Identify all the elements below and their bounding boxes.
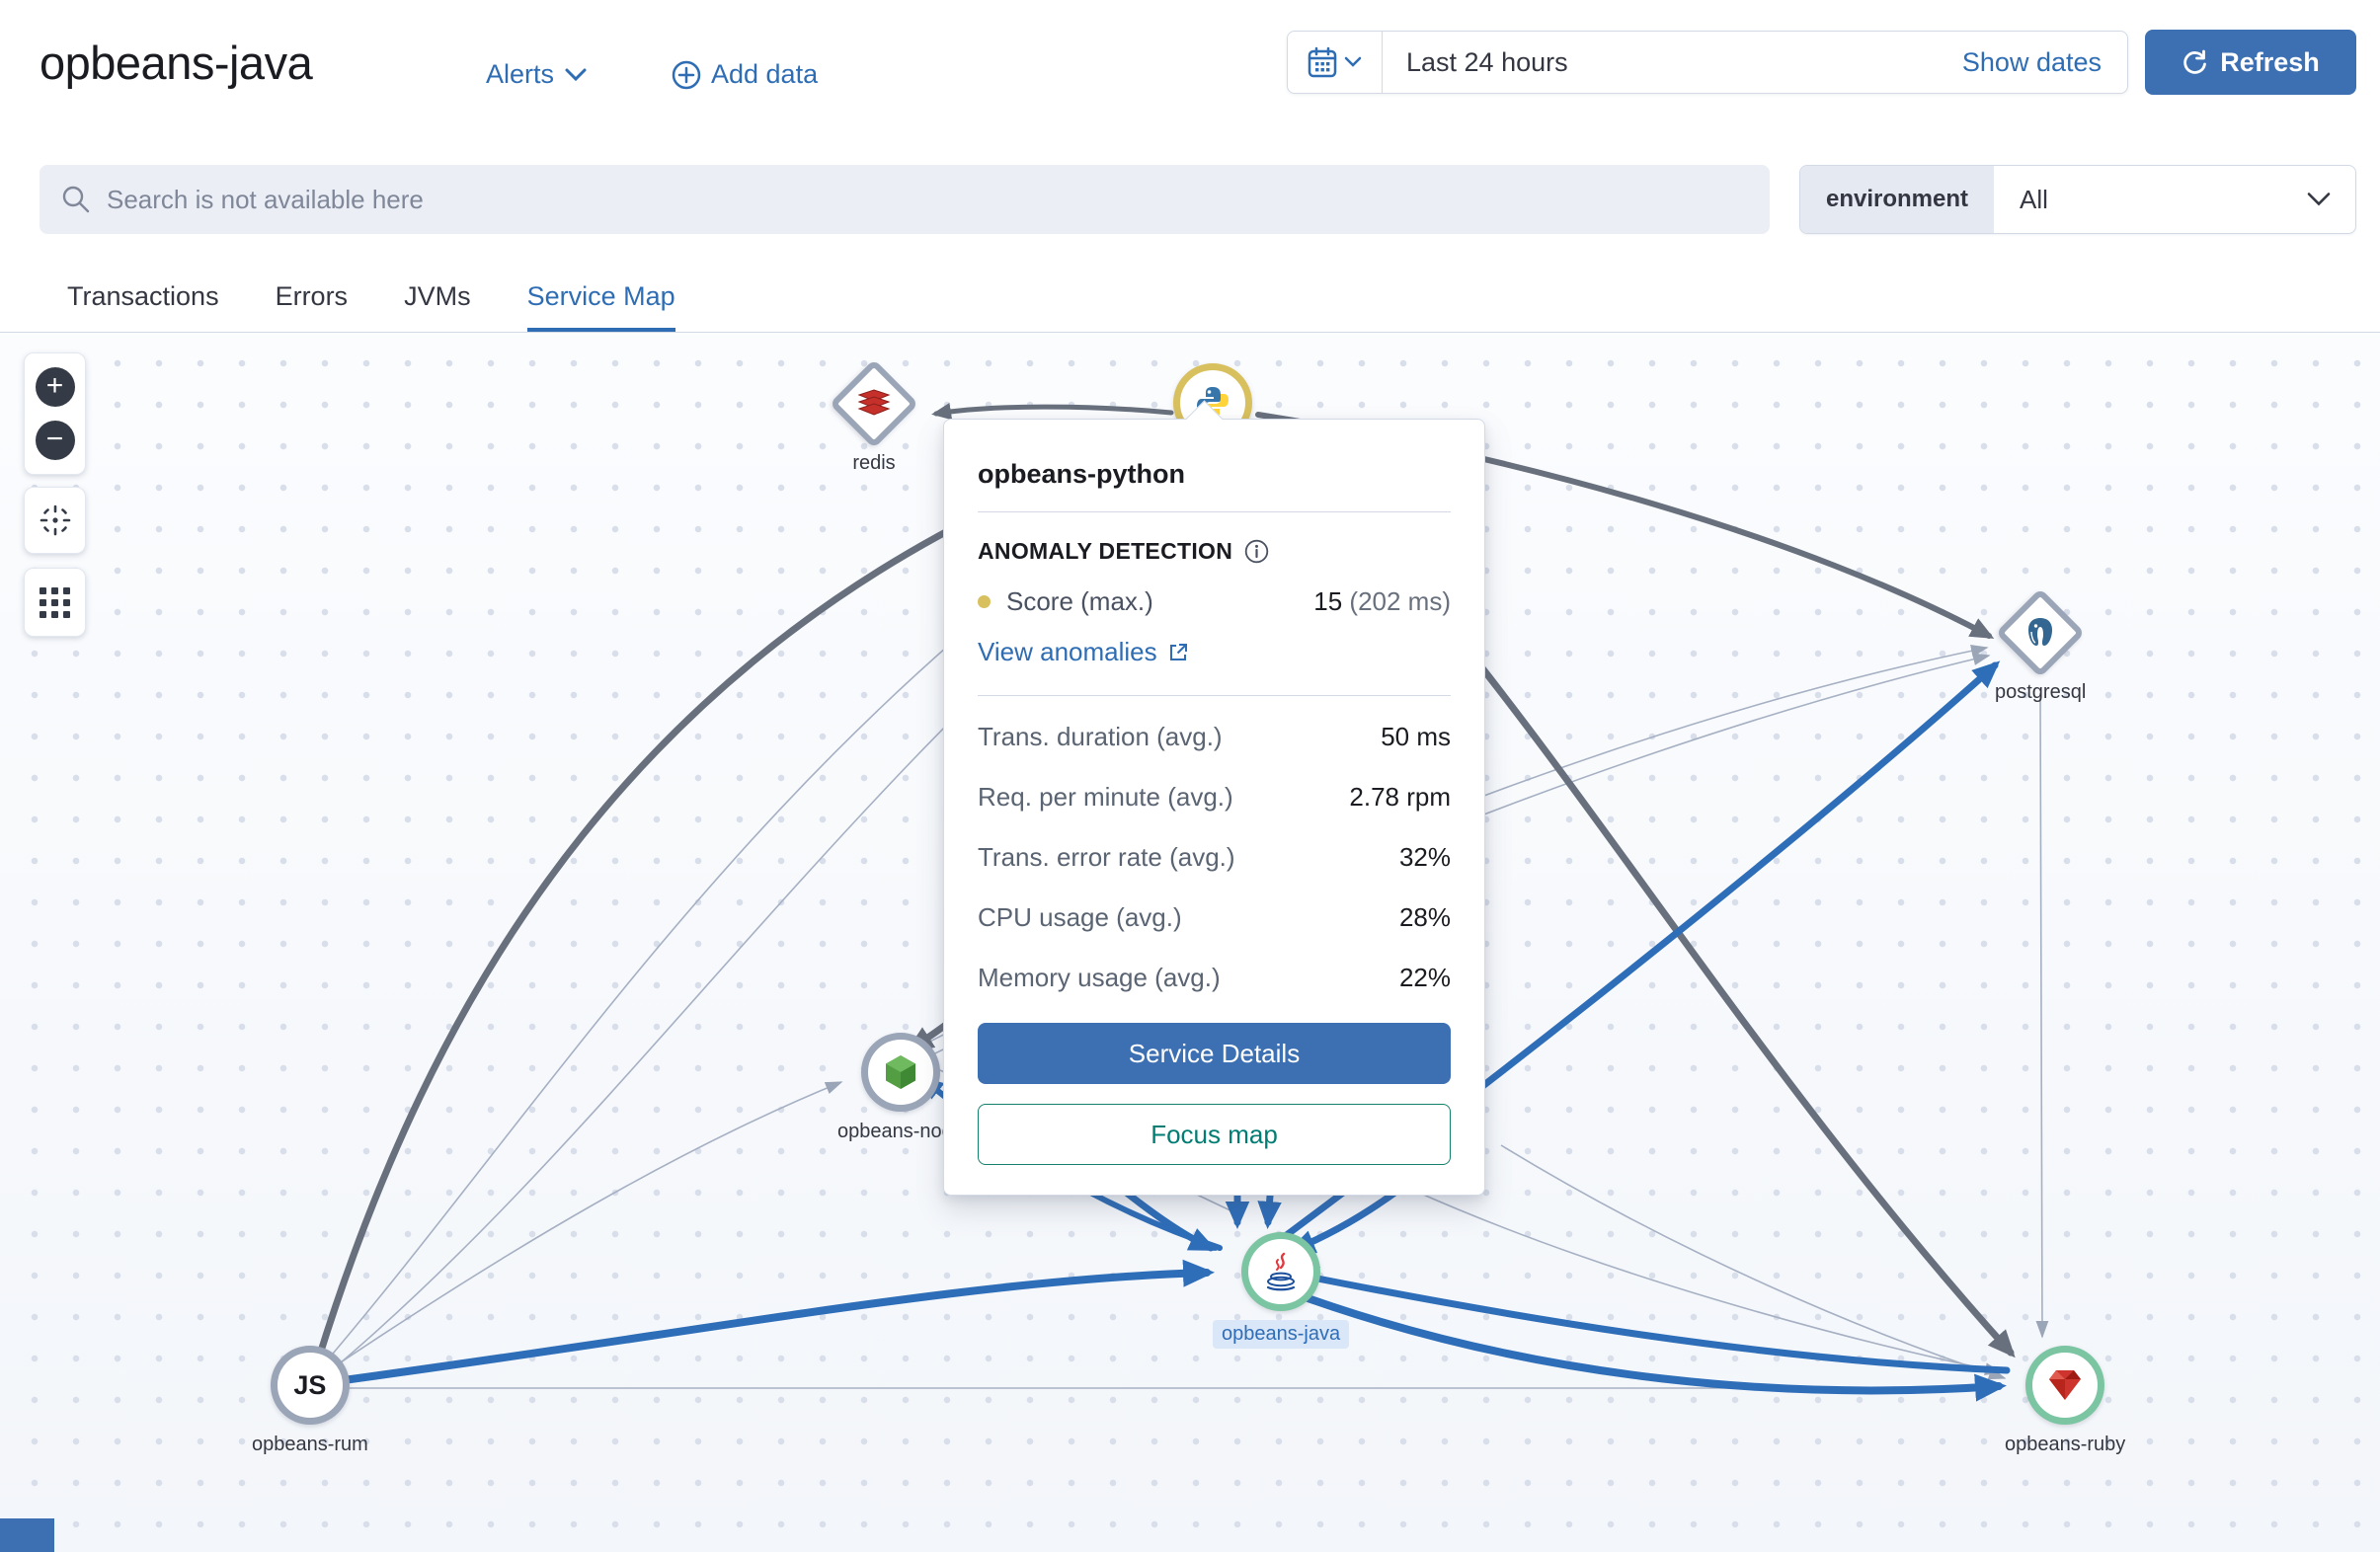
info-icon[interactable] (1244, 539, 1269, 564)
node-label: opbeans-ruby (2005, 1434, 2126, 1455)
environment-selector[interactable]: environment All (1799, 165, 2356, 234)
add-data-button[interactable]: Add data (672, 59, 818, 90)
search-bar[interactable] (40, 165, 1770, 234)
refresh-icon (2183, 49, 2207, 74)
bottom-left-blue-fragment (0, 1518, 54, 1552)
search-icon (62, 186, 90, 213)
java-node-shape (1241, 1232, 1321, 1311)
tab-bar: Transactions Errors JVMs Service Map (0, 265, 2380, 333)
stat-memory-usage: Memory usage (avg.) 22% (978, 963, 1451, 992)
zoom-out-icon: − (45, 422, 64, 455)
zoom-in-icon: + (45, 368, 64, 402)
ruby-icon (2049, 1370, 2082, 1400)
postgresql-node-shape (1995, 587, 2086, 678)
stat-req-per-minute: Req. per minute (avg.) 2.78 rpm (978, 782, 1451, 812)
node-node-shape (860, 1033, 940, 1112)
anomaly-severity-dot (978, 595, 991, 608)
stat-trans-error-rate: Trans. error rate (avg.) 32% (978, 842, 1451, 872)
add-data-label: Add data (711, 59, 819, 89)
java-icon (1266, 1252, 1296, 1291)
anomaly-score-row: Score (max.) 15 (202 ms) (978, 586, 1451, 617)
show-dates-button[interactable]: Show dates (1961, 46, 2102, 77)
node-label: postgresql (1995, 681, 2087, 703)
rum-node-shape: JS (270, 1346, 350, 1425)
layout-control (24, 568, 86, 637)
time-range-value[interactable]: Last 24 hours (1406, 46, 1568, 77)
stat-cpu-usage: CPU usage (avg.) 28% (978, 902, 1451, 932)
alerts-label: Alerts (486, 59, 555, 89)
grid-icon (40, 586, 70, 618)
quick-select-button[interactable] (1288, 32, 1383, 93)
service-node-opbeans-java[interactable]: opbeans-java (1213, 1232, 1350, 1349)
service-node-opbeans-node[interactable]: opbeans-node (837, 1033, 964, 1143)
tab-errors[interactable]: Errors (275, 280, 349, 311)
score-label: Score (max.) (1006, 586, 1153, 616)
javascript-icon: JS (293, 1369, 327, 1400)
anomaly-detection-heading: ANOMALY DETECTION (978, 538, 1233, 564)
plus-circle-icon (672, 60, 701, 89)
zoom-controls: + − (24, 352, 86, 475)
zoom-out-button[interactable]: − (35, 421, 75, 460)
redis-node-shape (829, 358, 919, 449)
view-anomalies-link[interactable]: View anomalies (978, 637, 1189, 667)
score-duration: (202 ms) (1342, 586, 1451, 616)
grid-layout-button[interactable] (25, 569, 85, 636)
calendar-icon (1308, 46, 1337, 78)
center-map-button[interactable] (25, 488, 85, 553)
postgresql-icon (2028, 618, 2053, 646)
search-input[interactable] (107, 184, 1748, 215)
chevron-down-icon (565, 68, 587, 81)
service-details-button[interactable]: Service Details (978, 1023, 1451, 1084)
node-label: redis (852, 452, 896, 474)
nodejs-icon (885, 1055, 915, 1089)
center-map-control (24, 487, 86, 554)
node-label: opbeans-rum (252, 1434, 368, 1455)
date-picker: Last 24 hours Show dates (1287, 31, 2128, 94)
tab-service-map[interactable]: Service Map (526, 265, 675, 332)
chevron-down-icon (1344, 56, 1362, 67)
tab-jvms[interactable]: JVMs (404, 280, 471, 311)
environment-label: environment (1800, 166, 1995, 233)
redis-icon (857, 389, 891, 416)
ruby-node-shape (2025, 1346, 2105, 1425)
refresh-label: Refresh (2220, 46, 2320, 77)
service-node-redis[interactable]: redis (829, 358, 919, 475)
service-map-canvas[interactable]: + − (0, 333, 2380, 1552)
service-node-opbeans-rum[interactable]: JS opbeans-rum (252, 1346, 368, 1456)
service-node-opbeans-ruby[interactable]: opbeans-ruby (2005, 1346, 2125, 1456)
score-value: 15 (202 ms) (1313, 586, 1451, 616)
page-title: opbeans-java (40, 37, 313, 89)
external-link-icon (1169, 643, 1187, 660)
tab-transactions[interactable]: Transactions (67, 280, 219, 311)
focus-map-button[interactable]: Focus map (978, 1104, 1451, 1165)
service-node-postgresql[interactable]: postgresql (1995, 587, 2087, 704)
zoom-in-button[interactable]: + (35, 367, 75, 407)
refresh-button[interactable]: Refresh (2145, 30, 2356, 95)
center-map-icon (40, 504, 70, 536)
node-label: opbeans-node (837, 1121, 964, 1142)
environment-value: All (2020, 184, 2048, 214)
alerts-menu[interactable]: Alerts (486, 59, 588, 90)
service-popover: opbeans-python ANOMALY DETECTION Score (… (943, 400, 1485, 1196)
stat-trans-duration: Trans. duration (avg.) 50 ms (978, 722, 1451, 751)
node-label-selected: opbeans-java (1213, 1320, 1350, 1349)
chevron-down-icon (2307, 193, 2331, 206)
popover-title: opbeans-python (978, 459, 1185, 489)
